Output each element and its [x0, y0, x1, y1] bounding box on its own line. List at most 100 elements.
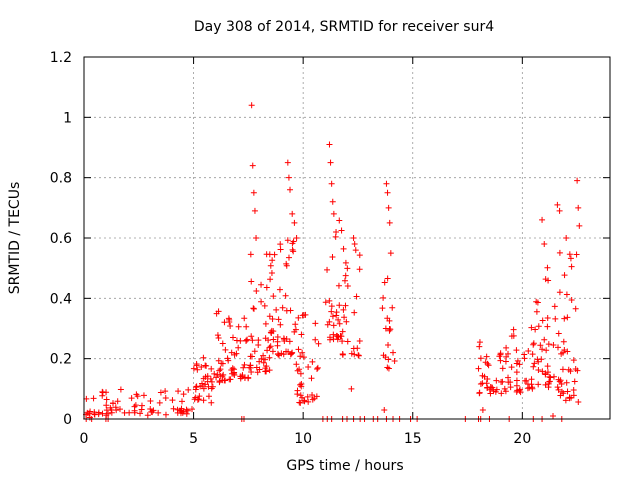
data-point — [387, 326, 394, 333]
data-point — [209, 383, 216, 390]
data-point — [566, 251, 573, 258]
data-point — [295, 346, 302, 353]
data-point — [267, 276, 274, 283]
data-point — [273, 306, 280, 313]
data-point — [555, 344, 562, 351]
data-point — [568, 263, 575, 270]
data-point — [338, 227, 345, 234]
data-point — [381, 279, 388, 286]
data-point — [339, 328, 346, 335]
data-point — [277, 241, 284, 248]
data-point — [138, 406, 145, 413]
data-point — [352, 247, 359, 254]
data-point — [486, 386, 493, 393]
data-point — [385, 356, 392, 363]
data-point — [499, 378, 506, 385]
data-point — [169, 397, 176, 404]
data-point — [539, 368, 546, 375]
data-point — [564, 348, 571, 355]
data-point — [228, 349, 235, 356]
data-point — [326, 297, 333, 304]
data-point — [170, 405, 177, 412]
data-point — [556, 207, 563, 214]
data-point — [289, 349, 296, 356]
data-point — [539, 346, 546, 353]
data-point — [521, 351, 528, 358]
data-point — [476, 343, 483, 350]
data-point — [499, 365, 506, 372]
data-point — [379, 305, 386, 312]
data-point — [539, 317, 546, 324]
data-point — [385, 341, 392, 348]
data-point — [222, 346, 229, 353]
data-point — [253, 288, 260, 295]
data-point — [544, 323, 551, 330]
data-point — [568, 296, 575, 303]
data-point — [479, 372, 486, 379]
data-point — [194, 366, 201, 373]
data-point — [502, 358, 509, 365]
data-point — [99, 410, 106, 417]
data-point — [390, 349, 397, 356]
data-point — [99, 389, 106, 396]
data-point — [556, 249, 563, 256]
data-point — [556, 378, 563, 385]
data-point — [107, 404, 114, 411]
data-point — [566, 395, 573, 402]
data-point — [162, 395, 169, 402]
x-tick-label: 10 — [294, 431, 312, 447]
y-tick-label: 0 — [63, 412, 72, 428]
data-point — [147, 405, 154, 412]
data-point — [550, 342, 557, 349]
data-point — [241, 361, 248, 368]
data-point — [328, 303, 335, 310]
data-point — [211, 370, 218, 377]
data-point — [208, 378, 215, 385]
data-point — [251, 207, 258, 214]
data-point — [301, 398, 308, 405]
data-point — [570, 392, 577, 399]
data-point — [314, 365, 321, 372]
data-point — [382, 325, 389, 332]
data-point — [350, 235, 357, 241]
data-point — [333, 332, 340, 339]
y-tick-label: 0.2 — [50, 352, 72, 368]
data-point — [341, 277, 348, 284]
data-point — [552, 315, 559, 322]
data-point — [282, 292, 289, 299]
data-point — [133, 391, 140, 398]
data-point — [126, 409, 133, 416]
data-point — [199, 380, 206, 387]
data-point — [554, 384, 561, 391]
data-point — [541, 336, 548, 343]
data-point — [545, 341, 552, 348]
data-point — [203, 362, 210, 369]
data-point — [544, 264, 551, 271]
data-point — [225, 357, 232, 364]
data-point — [312, 336, 319, 343]
data-point — [535, 381, 542, 388]
data-point — [233, 350, 240, 357]
data-point — [339, 351, 346, 358]
data-point — [557, 392, 564, 399]
data-point — [227, 376, 234, 383]
data-point — [208, 399, 215, 406]
data-point — [528, 381, 535, 388]
data-point — [299, 349, 306, 356]
data-point — [266, 367, 273, 374]
data-point — [344, 283, 351, 290]
data-point — [178, 398, 185, 405]
data-point — [545, 277, 552, 284]
data-point — [516, 361, 523, 368]
data-point — [384, 364, 391, 371]
data-point — [263, 284, 270, 291]
data-point — [243, 337, 250, 344]
data-point — [294, 367, 301, 374]
data-point — [328, 308, 335, 315]
data-point — [302, 311, 309, 318]
data-point — [563, 379, 570, 386]
data-point — [335, 316, 342, 323]
data-point — [140, 392, 147, 399]
x-tick-label: 5 — [189, 431, 198, 447]
data-point — [213, 374, 220, 381]
